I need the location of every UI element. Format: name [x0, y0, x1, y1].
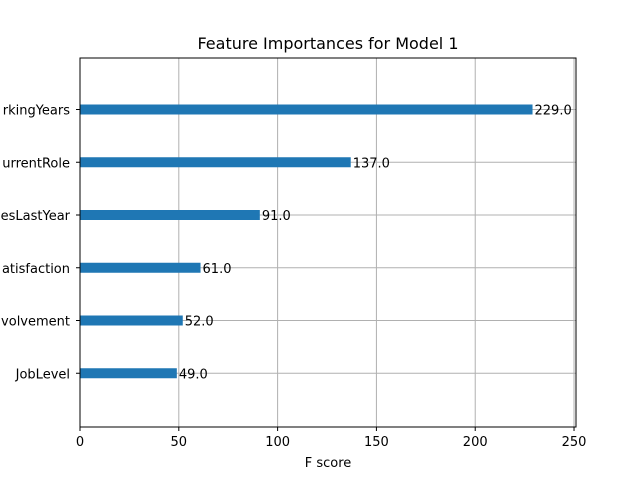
bar-value-label: 229.0 — [535, 104, 572, 119]
bar-value-label: 49.0 — [179, 367, 208, 382]
bar-value-label: 137.0 — [353, 156, 390, 171]
bar-value-label: 91.0 — [262, 209, 291, 224]
chart-title: Feature Importances for Model 1 — [197, 34, 458, 53]
x-tick-label: 50 — [171, 435, 188, 450]
x-tick-label: 250 — [562, 435, 587, 450]
bar-value-labels: 229.0 137.0 91.0 61.0 52.0 49.0 — [179, 104, 572, 383]
y-tick-label: esLastYear — [1, 209, 71, 224]
x-axis-label: F score — [305, 456, 352, 471]
x-axis-ticks: 0 50 100 150 200 250 — [76, 427, 587, 450]
y-tick-label: JobLevel — [15, 367, 70, 382]
y-tick-label: rkingYears — [3, 104, 70, 119]
bar — [80, 210, 260, 220]
bar — [80, 368, 177, 379]
y-tick-label: urrentRole — [2, 156, 70, 171]
bar — [80, 315, 183, 326]
y-tick-label: volvement — [1, 315, 70, 330]
x-tick-label: 100 — [265, 435, 290, 450]
y-tick-label: atisfaction — [2, 262, 70, 277]
x-tick-label: 200 — [463, 435, 488, 450]
bar — [80, 262, 201, 273]
bar — [80, 104, 533, 115]
bar-value-label: 52.0 — [185, 315, 214, 330]
x-tick-label: 150 — [364, 435, 389, 450]
bar-value-label: 61.0 — [203, 262, 232, 277]
bar — [80, 157, 351, 168]
plot-frame — [79, 57, 577, 428]
x-tick-label: 0 — [76, 435, 84, 450]
bars — [80, 104, 533, 379]
y-axis-ticks: rkingYears urrentRole esLastYear atisfactio… — [1, 104, 80, 382]
